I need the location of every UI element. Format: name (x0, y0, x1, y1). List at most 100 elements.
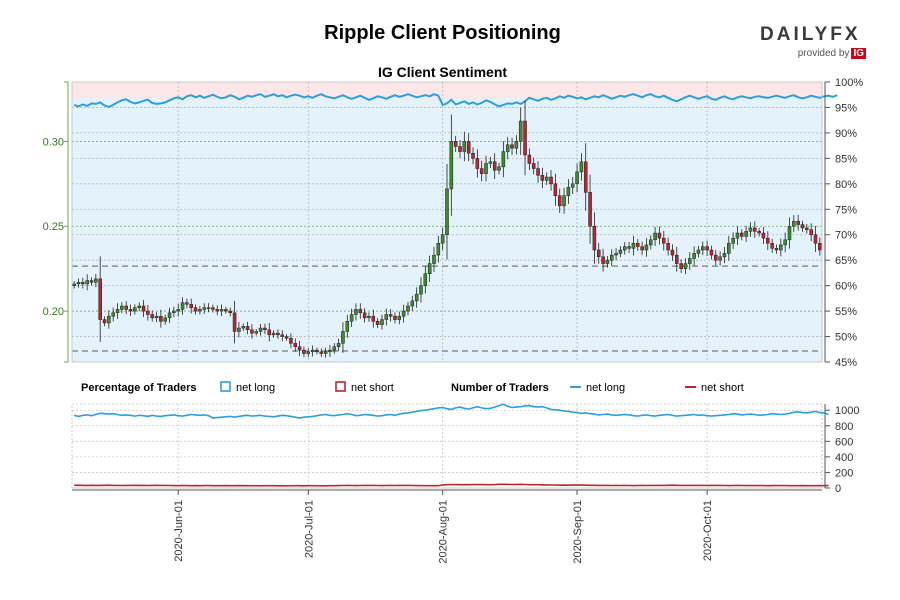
candle-body (492, 161, 497, 171)
candle-body (497, 166, 501, 171)
candle (163, 314, 167, 325)
percent-tick-label: 100% (835, 77, 863, 89)
candle (358, 303, 363, 319)
ig-logo: IG (851, 48, 866, 59)
candle-body (349, 314, 354, 322)
trader-count-panel: 1000 800 600 400 200 0 2020-Jun-01 2020-… (71, 403, 859, 564)
candle (536, 161, 540, 183)
candle-body (328, 349, 332, 353)
candle (371, 309, 376, 328)
legend-long-box-icon (220, 381, 231, 392)
legend-num-short: net short (701, 382, 744, 394)
candle (583, 143, 588, 211)
candle (263, 323, 267, 335)
candle-body (124, 305, 128, 310)
candle-body (388, 314, 393, 317)
price-tick-label: 0.30 (43, 136, 64, 148)
candle (206, 303, 211, 313)
candle-body (553, 183, 558, 196)
candle (267, 323, 272, 342)
candle (596, 242, 601, 264)
candle (89, 277, 94, 286)
candle (341, 322, 345, 353)
candle-body (193, 307, 198, 312)
candle-body (133, 307, 137, 312)
candle (518, 107, 523, 155)
candle-body (774, 248, 779, 251)
candle (471, 147, 475, 165)
percent-tick-label: 70% (835, 230, 857, 242)
candle-body (141, 305, 146, 312)
candle (718, 251, 722, 266)
candle-body (805, 227, 809, 230)
candle-body (154, 315, 159, 319)
candle-body (358, 309, 363, 314)
candle (779, 238, 783, 257)
candle (544, 172, 549, 185)
candle-body (72, 283, 76, 287)
legend-short-box-icon (335, 381, 346, 392)
candle (501, 141, 506, 178)
candle (306, 348, 311, 358)
candle-body (319, 351, 324, 354)
candle (193, 304, 198, 315)
candle (627, 241, 631, 254)
candle-body (618, 249, 623, 254)
count-tick-label: 0 (835, 483, 841, 495)
candle-body (440, 234, 445, 244)
candle (701, 241, 705, 256)
candle-body (341, 331, 345, 344)
candle (102, 316, 107, 327)
candle-body (566, 186, 571, 196)
candle (514, 135, 519, 155)
candle-body (458, 146, 462, 152)
candle-body (635, 242, 640, 247)
candle-body (250, 329, 254, 334)
candle-body (696, 249, 701, 254)
candle-body (614, 253, 618, 256)
candle-body (76, 281, 81, 285)
candle-body (410, 300, 415, 307)
candle (154, 312, 159, 322)
candle-body (245, 326, 250, 331)
candle-body (484, 163, 488, 174)
candle-body (527, 154, 532, 164)
candle (328, 344, 332, 357)
candle (336, 338, 341, 352)
candle-body (518, 120, 523, 142)
candle (553, 173, 558, 206)
count-tick-label: 200 (835, 467, 853, 479)
percent-axis: 100% 95% 90% 85% 80% 75% 70% 65% 60% 55%… (824, 77, 863, 369)
candle (124, 301, 128, 315)
candle-body (219, 309, 224, 312)
candle (388, 309, 393, 322)
candle-body (462, 141, 467, 152)
count-tick-label: 1000 (835, 405, 859, 417)
candle (670, 244, 675, 261)
candle (440, 227, 445, 251)
candle (172, 306, 176, 318)
candle (753, 221, 757, 238)
candle-body (536, 168, 540, 176)
candle (761, 227, 766, 245)
candle (714, 249, 718, 266)
candle (211, 304, 215, 313)
candle-body (670, 249, 675, 256)
date-axis: 2020-Jun-01 2020-Jul-01 2020-Aug-01 2020… (72, 489, 822, 564)
candle (310, 345, 315, 357)
candle (557, 188, 562, 213)
candle (666, 237, 670, 256)
candle-body (644, 244, 649, 251)
candle (202, 303, 206, 314)
candle-body (115, 309, 120, 314)
percent-tick-label: 60% (835, 281, 857, 293)
candle-body (427, 263, 432, 275)
legend: Percentage of Traders net long net short… (81, 381, 744, 394)
candle-body (362, 312, 367, 319)
date-tick-label: 2020-Oct-01 (702, 500, 714, 561)
candle-body (163, 317, 167, 322)
candle (115, 303, 120, 319)
legend-pct-long: net long (236, 382, 275, 394)
candle-body (753, 227, 757, 232)
percent-tick-label: 95% (835, 102, 857, 114)
